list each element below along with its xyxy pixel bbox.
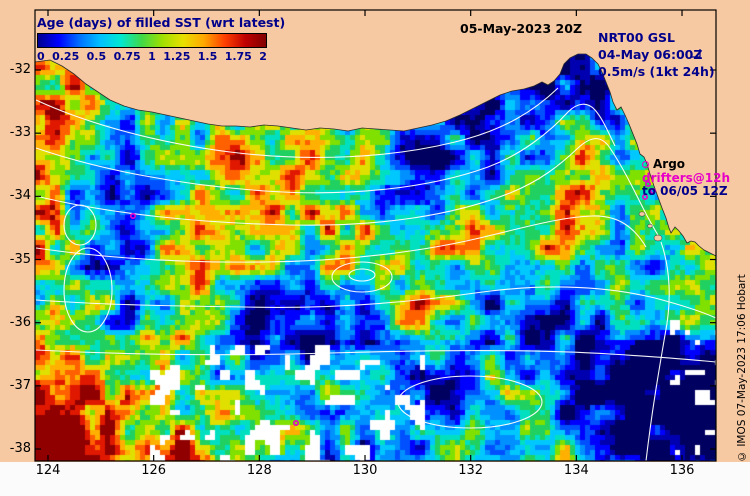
colorbar-title: Age (days) of filled SST (wrt latest) xyxy=(37,15,286,30)
x-tick-label: 128 xyxy=(246,463,272,478)
colorbar-tick-label: 2 xyxy=(259,50,267,63)
y-tick-label: -37 xyxy=(9,377,31,393)
colorbar-tick-label: 0.75 xyxy=(113,50,141,63)
y-tick-label: -34 xyxy=(9,188,31,204)
colorbar-tick-label: 1.75 xyxy=(224,50,252,63)
y-tick-label: -32 xyxy=(9,62,31,77)
x-tick-label: 136 xyxy=(669,463,695,478)
map-datetime: 05-May-2023 20Z xyxy=(460,21,583,36)
colorbar-tick-label: 0.25 xyxy=(52,50,80,63)
y-tick-label: -35 xyxy=(9,251,31,267)
model-name: NRT00 GSL xyxy=(598,30,676,45)
argo-label: Argo xyxy=(653,157,686,171)
colorbar-tick-label: 0.5 xyxy=(86,50,107,63)
x-tick-label: 124 xyxy=(35,463,61,478)
x-tick-label: 134 xyxy=(563,463,589,478)
velocity-scale-label: 0.5m/s (1kt 24h) xyxy=(598,64,715,79)
colorbar-ticks: 0 0.25 0.5 0.75 1 1.25 1.5 1.75 2 xyxy=(37,50,267,63)
x-axis-labels: 124 126 128 130 132 134 136 xyxy=(0,463,750,481)
colorbar-tick-label: 0 xyxy=(37,50,45,63)
argo-marker-icon xyxy=(642,161,649,169)
y-tick-label: -33 xyxy=(9,125,31,141)
x-tick-label: 132 xyxy=(458,463,484,478)
model-info: NRT00 GSL 04-May 06:00Z 0.5m/s (1kt 24h) xyxy=(598,29,715,80)
x-tick-label: 130 xyxy=(352,463,378,478)
bottom-margin xyxy=(0,462,750,496)
y-tick-label: -36 xyxy=(9,314,31,330)
argo-legend: Argo drifters@12h to 06/05 12Z xyxy=(642,157,731,199)
drifters-period-label: to 06/05 12Z xyxy=(642,184,728,198)
drifters-label: drifters@12h xyxy=(642,170,731,185)
colorbar-tick-label: 1 xyxy=(148,50,156,63)
x-tick-label: 126 xyxy=(141,463,167,478)
colorbar-tick-label: 1.25 xyxy=(163,50,191,63)
colorbar-gradient xyxy=(37,33,267,48)
model-time: 04-May 06:00Z xyxy=(598,47,703,62)
y-axis-labels: -32 -33 -34 -35 -36 -37 -38 xyxy=(0,0,31,496)
colorbar-tick-label: 1.5 xyxy=(197,50,218,63)
y-tick-label: -38 xyxy=(9,441,31,457)
credit-text: © IMOS 07-May-2023 17:06 Hobart xyxy=(736,274,748,462)
